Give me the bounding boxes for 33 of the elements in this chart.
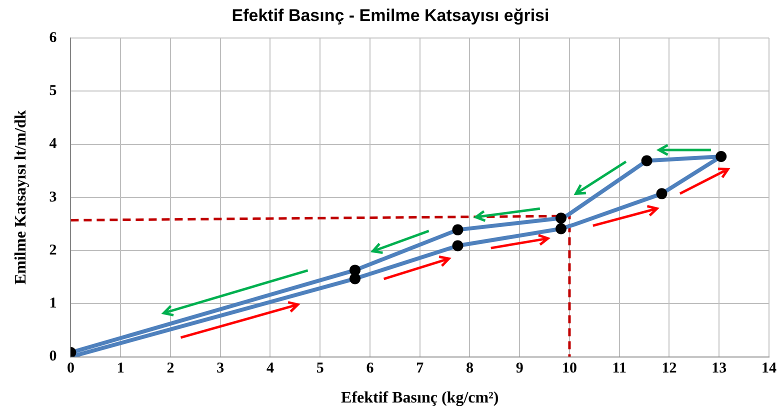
point (350, 264, 361, 276)
y-tick-label: 1 (49, 296, 57, 312)
x-tick-label: 7 (416, 360, 424, 377)
x-axis-title: Efektif Basınç (kg/cm²) (341, 390, 499, 407)
x-tick-label: 0 (66, 360, 74, 377)
y-tick-label: 4 (49, 136, 58, 152)
point (452, 240, 464, 252)
chart-title: Efektif Basınç - Emilme Katsayısı eğrisi (230, 6, 550, 26)
x-tick-label: 3 (216, 360, 224, 377)
x-tick-label: 14 (762, 360, 777, 377)
x-tick-label: 2 (166, 360, 174, 377)
point (641, 155, 652, 166)
point (556, 212, 567, 224)
point (452, 224, 464, 236)
point (716, 150, 727, 162)
y-tick-label: 0 (49, 348, 57, 365)
y-tick-label: 5 (49, 83, 57, 100)
point (556, 223, 567, 234)
x-tick-label: 5 (316, 360, 324, 377)
x-tick-label: 13 (712, 360, 727, 377)
x-tick-label: 12 (662, 360, 677, 377)
x-tick-label: 4 (266, 360, 274, 377)
point (656, 188, 668, 200)
x-tick-label: 8 (466, 360, 474, 377)
x-tick-label: 9 (516, 360, 524, 377)
x-tick-label: 6 (366, 360, 374, 377)
y-tick-label: 6 (49, 30, 58, 46)
x-tick-label: 10 (562, 360, 577, 377)
x-tick-label: 11 (612, 360, 626, 377)
x-tick-label: 1 (116, 360, 124, 377)
y-axis-title: Emilme Katsayısı lt/m/dk (12, 110, 30, 285)
y-tick-label: 2 (49, 242, 57, 258)
y-tick-label: 3 (49, 189, 57, 206)
